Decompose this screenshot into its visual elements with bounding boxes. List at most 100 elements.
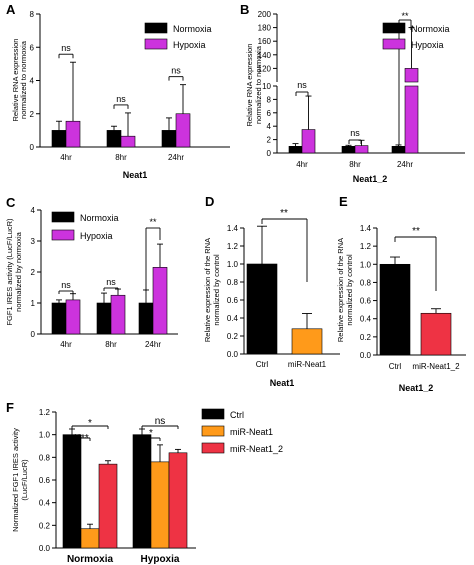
panel-b-y-label-2: normalized to normoxia — [254, 45, 263, 124]
panel-e-sig-label: ** — [412, 226, 420, 237]
panel-f-sig-label-h1: * — [149, 428, 153, 439]
panel-b-y-axis-upper-tick-label-0: 120 — [258, 64, 272, 73]
panel-e-sig-bracket — [394, 236, 437, 291]
panel-a-legend-label-1: Hypoxia — [173, 40, 206, 50]
panel-d-x-tick-label-1: miR-Neat1 — [288, 360, 327, 369]
panel-f-sig-label-n1: **** — [73, 433, 89, 444]
panel-c-y-label-1: FGF1 IRES activity (LucF/LucR) — [5, 218, 14, 326]
panel-a-y-axis-tick-label-2: 4 — [30, 77, 35, 86]
panel-b-y-axis-upper-tick-label-3: 180 — [258, 24, 272, 33]
panel-c-sig-label-2: ** — [149, 217, 157, 227]
panel-a-sig-bracket-1 — [113, 104, 129, 109]
panel-a-bar-8hr-0 — [106, 130, 122, 148]
panel-b-y-axis-upper-tick-label-1: 140 — [258, 51, 272, 60]
panel-e-bar-0 — [379, 263, 411, 356]
panel-d-y-label-1: Relative expression of the RNA — [203, 238, 212, 342]
panel-c-sig-bracket-0 — [58, 290, 74, 294]
panel-f-y-label-2: (LucF/LucR) — [20, 459, 29, 501]
panel-c-bar-24hr-1 — [152, 267, 168, 335]
panel-letter-a: A — [6, 2, 16, 17]
panel-c-bar-24hr-0 — [138, 302, 154, 335]
panel-b-legend-swatch-1 — [382, 38, 406, 50]
panel-d-y-axis-tick-label-7: 1.4 — [227, 224, 239, 233]
panel-a-x-tick-label-2: 24hr — [168, 153, 184, 162]
panel-f-legend-label-2: miR-Neat1_2 — [230, 444, 283, 454]
panel-f-sig-bracket-h1 — [141, 437, 161, 441]
panel-b-x-tick-label-0: 4hr — [296, 160, 308, 169]
panel-b-bar-4hr-0 — [288, 146, 303, 154]
panel-a-y-axis-tick-label-4: 8 — [30, 10, 35, 19]
panel-c-y-axis-tick-label-2: 2 — [31, 268, 36, 277]
panel-b-bar-8hr-0 — [341, 146, 356, 154]
panel-a-bar-8hr-1 — [120, 135, 136, 148]
panel-b-legend-label-0: Normoxia — [411, 24, 450, 34]
panel-e-bar-1 — [420, 312, 452, 356]
panel-e-y-label-1: Relative expression of the RNA — [336, 238, 345, 342]
panel-a-x-tick-label-1: 8hr — [115, 153, 127, 162]
panel-a-y-label-2: normalized to normoxia — [19, 40, 28, 119]
panel-b-sig-label-1: ns — [350, 128, 360, 138]
panel-e-x-label: Neat1_2 — [399, 383, 434, 393]
panel-a-sig-label-0: ns — [61, 43, 71, 53]
panel-b-chart: B 0 2 4 6 8 10 120 140 160 180 200 Relative RNA expr… — [240, 2, 465, 184]
panel-c-bar-8hr-0 — [96, 302, 112, 335]
panel-b-y-axis-lower-tick-label-2: 4 — [267, 122, 272, 131]
panel-a-y-axis-tick-label-3: 6 — [30, 43, 35, 52]
panel-f-sig-bracket-h2 — [141, 425, 179, 429]
panel-a-sig-bracket-2 — [168, 76, 184, 81]
panel-f-y-axis-tick-label-5: 1.0 — [39, 431, 51, 440]
panel-c-legend-swatch-0 — [51, 211, 75, 223]
panel-c-legend-swatch-1 — [51, 229, 75, 241]
panel-a-bar-4hr-0 — [51, 130, 67, 148]
panel-c-y-axis-tick-label-1: 1 — [31, 299, 36, 308]
panel-c-bar-8hr-1 — [110, 294, 126, 335]
panel-f-legend-swatch-0 — [201, 408, 225, 420]
panel-d-sig-label: ** — [280, 208, 288, 219]
panel-c-sig-label-1: ns — [106, 277, 116, 287]
panel-c-bar-4hr-1 — [65, 299, 81, 335]
panel-b-y-axis-lower-tick-label-1: 2 — [267, 136, 272, 145]
panel-d-y-axis-tick-label-1: 0.2 — [227, 332, 239, 341]
panel-f-bar-Hypoxia-1 — [150, 461, 170, 549]
panel-d-x-label: Neat1 — [270, 378, 295, 388]
panel-b-y-axis-upper-tick-label-2: 160 — [258, 37, 272, 46]
panel-b-bar-lower-24hr-1 — [404, 85, 419, 154]
panel-e-x-tick-label-1: miR-Neat1_2 — [412, 362, 460, 371]
panel-c-chart: C 0 1 2 3 4 FGF1 IRES activity (LucF/LucR) norm… — [5, 195, 178, 349]
panel-f-legend-swatch-2 — [201, 442, 225, 454]
panel-a-y-label-1: Relative RNA expression — [11, 39, 20, 122]
panel-e-y-axis-tick-label-4: 0.8 — [360, 278, 372, 287]
panel-d-x-tick-label-0: Ctrl — [256, 360, 269, 369]
panel-f-legend-label-0: Ctrl — [230, 410, 244, 420]
panel-b-y-axis-upper-tick-label-4: 200 — [258, 10, 272, 19]
panel-f-y-axis-tick-label-0: 0.0 — [39, 544, 51, 553]
panel-b-y-axis-lower-tick-label-0: 0 — [267, 149, 272, 158]
panel-a-bar-24hr-1 — [175, 113, 191, 148]
panel-letter-f: F — [6, 400, 14, 415]
panel-f-bar-Normoxia-0 — [62, 434, 82, 549]
panel-letter-e: E — [339, 194, 348, 209]
panel-f-y-label-1: Normalized FGF1 IRES activity — [11, 428, 20, 532]
panel-f-bar-Normoxia-1 — [80, 528, 100, 549]
panel-f-y-axis-tick-label-2: 0.4 — [39, 499, 51, 508]
panel-f-sig-bracket-n2 — [71, 425, 109, 429]
panel-c-x-tick-label-1: 8hr — [105, 340, 117, 349]
panel-e-y-axis-tick-label-7: 1.4 — [360, 224, 372, 233]
panel-f-y-axis-tick-label-6: 1.2 — [39, 408, 51, 417]
panel-b-x-tick-label-2: 24hr — [397, 160, 413, 169]
panel-f-y-axis-tick-label-3: 0.6 — [39, 476, 51, 485]
panel-c-y-axis-tick-label-0: 0 — [31, 330, 36, 339]
panel-a-x-tick-label-0: 4hr — [60, 153, 72, 162]
panel-b-y-axis-lower-tick-label-5: 10 — [262, 82, 271, 91]
panel-f-x-tick-label-1: Hypoxia — [141, 554, 180, 565]
panel-f-bar-Normoxia-2 — [98, 463, 118, 549]
panel-a-legend-swatch-0 — [144, 22, 168, 34]
panel-a-legend-swatch-1 — [144, 38, 168, 50]
panel-c-bar-4hr-0 — [51, 302, 67, 335]
panel-d-sig-bracket — [261, 218, 308, 282]
panel-f-sig-label-h2: ns — [155, 416, 166, 427]
panel-a-x-label: Neat1 — [123, 170, 148, 180]
panel-letter-d: D — [205, 194, 214, 209]
panel-b-bar-8hr-1 — [354, 145, 369, 154]
